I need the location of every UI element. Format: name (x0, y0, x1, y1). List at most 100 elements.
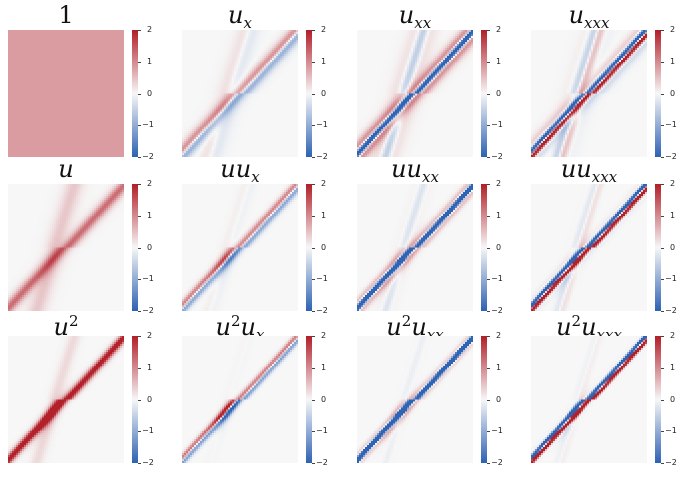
colorbar-tick-label: 2 (321, 179, 327, 188)
colorbar-tickmark (661, 336, 664, 337)
title-sup: 2 (571, 312, 582, 330)
colorbar-tickmark (312, 279, 315, 280)
colorbar-tickmark (312, 94, 315, 95)
title-sub: x (251, 168, 260, 186)
colorbar-tickmark (138, 62, 141, 63)
colorbar-p-uux (306, 184, 312, 311)
colorbar-tickmark (138, 248, 141, 249)
heatmap-p-u2uxxx (531, 336, 647, 463)
colorbar-tickmark (487, 184, 490, 185)
colorbar-p-u2 (132, 336, 138, 463)
title-tail: u (240, 313, 256, 341)
colorbar-tick-label: −1 (491, 120, 503, 129)
colorbar-tick-label: 1 (496, 363, 502, 372)
colorbar-tick-label: −2 (491, 458, 503, 467)
panel-title-p-uxx: uxx (357, 2, 473, 36)
colorbar-tickmark (138, 400, 141, 401)
colorbar-tick-label: 2 (147, 25, 153, 34)
title-base: u (398, 1, 415, 29)
title-base: u (58, 155, 74, 183)
colorbar-tick-label: 0 (670, 395, 676, 404)
colorbar-tick-label: 2 (496, 179, 502, 188)
title-sub: xx (414, 14, 432, 32)
colorbar-tickmark (138, 30, 141, 31)
colorbar-tickmark (661, 184, 664, 185)
colorbar-tick-label: 0 (147, 395, 153, 404)
colorbar-tick-label: −2 (316, 306, 328, 315)
title-base: uu (560, 155, 592, 183)
title-base: u (53, 313, 69, 341)
title-base: uu (391, 155, 422, 183)
colorbar-tickmark (487, 368, 490, 369)
colorbar-tick-label: 0 (321, 89, 327, 98)
title-tail: u (581, 313, 597, 341)
heatmap-p-u2uxx (357, 336, 473, 463)
colorbar-p-uxx (481, 30, 487, 157)
heatmap-p-uuxx (357, 184, 473, 311)
colorbar-tick-label: −1 (142, 274, 154, 283)
colorbar-tick-label: −1 (665, 426, 677, 435)
title-base: u (228, 1, 244, 29)
panel-title-p-u: u (8, 156, 124, 182)
colorbar-tickmark (487, 30, 490, 31)
title-base: u (556, 313, 572, 341)
title-sub: x (243, 14, 252, 32)
colorbar-tickmark (661, 125, 664, 126)
colorbar-tickmark (661, 400, 664, 401)
colorbar-tick-label: −2 (142, 458, 154, 467)
colorbar-tickmark (487, 62, 490, 63)
title-sub: x (256, 326, 265, 344)
heatmap-p-ux (182, 30, 298, 157)
title-base: uu (220, 155, 252, 183)
colorbar-tick-label: 2 (670, 25, 676, 34)
title-sub: xxx (584, 14, 610, 32)
colorbar-tick-label: −2 (142, 152, 154, 161)
colorbar-tick-label: 0 (496, 243, 502, 252)
colorbar-tick-label: −1 (316, 120, 328, 129)
colorbar-tick-label: 0 (496, 395, 502, 404)
colorbar-tick-label: 0 (670, 89, 676, 98)
colorbar-tick-label: 0 (496, 89, 502, 98)
colorbar-tickmark (312, 157, 315, 158)
colorbar-tickmark (312, 62, 315, 63)
title-sup: 2 (68, 312, 79, 330)
panel-title-p-1: 1 (8, 2, 124, 28)
colorbar-tick-label: −2 (665, 152, 677, 161)
colorbar-tickmark (138, 216, 141, 217)
colorbar-tickmark (487, 400, 490, 401)
colorbar-p-uxxx (655, 30, 661, 157)
colorbar-tickmark (661, 157, 664, 158)
colorbar-p-uuxx (481, 184, 487, 311)
colorbar-tickmark (661, 311, 664, 312)
colorbar-tickmark (138, 125, 141, 126)
colorbar-tick-label: 0 (321, 395, 327, 404)
title-base: u (386, 313, 402, 341)
panel-title-p-uuxxx: uuxxx (531, 156, 647, 190)
colorbar-tickmark (487, 216, 490, 217)
heatmap-p-uxx (357, 30, 473, 157)
title-base: u (568, 1, 585, 29)
colorbar-tick-label: −1 (665, 120, 677, 129)
colorbar-tickmark (138, 311, 141, 312)
colorbar-tick-label: 1 (670, 57, 676, 66)
colorbar-p-uuxxx (655, 184, 661, 311)
colorbar-tick-label: 1 (496, 57, 502, 66)
title-sub: xxx (591, 168, 618, 186)
colorbar-tick-label: 2 (670, 179, 676, 188)
colorbar-tick-label: 2 (496, 331, 502, 340)
colorbar-tick-label: −2 (665, 306, 677, 315)
colorbar-tickmark (312, 400, 315, 401)
colorbar-tick-label: −1 (491, 274, 503, 283)
heatmap-p-u (8, 184, 124, 311)
colorbar-tickmark (487, 248, 490, 249)
colorbar-tickmark (487, 431, 490, 432)
colorbar-tick-label: 2 (496, 25, 502, 34)
colorbar-tickmark (661, 248, 664, 249)
heatmap-p-uuxxx (531, 184, 647, 311)
colorbar-tickmark (138, 336, 141, 337)
colorbar-tick-label: 0 (147, 243, 153, 252)
colorbar-p-1 (132, 30, 138, 157)
colorbar-tickmark (138, 157, 141, 158)
colorbar-tick-label: −2 (316, 152, 328, 161)
colorbar-tickmark (487, 336, 490, 337)
